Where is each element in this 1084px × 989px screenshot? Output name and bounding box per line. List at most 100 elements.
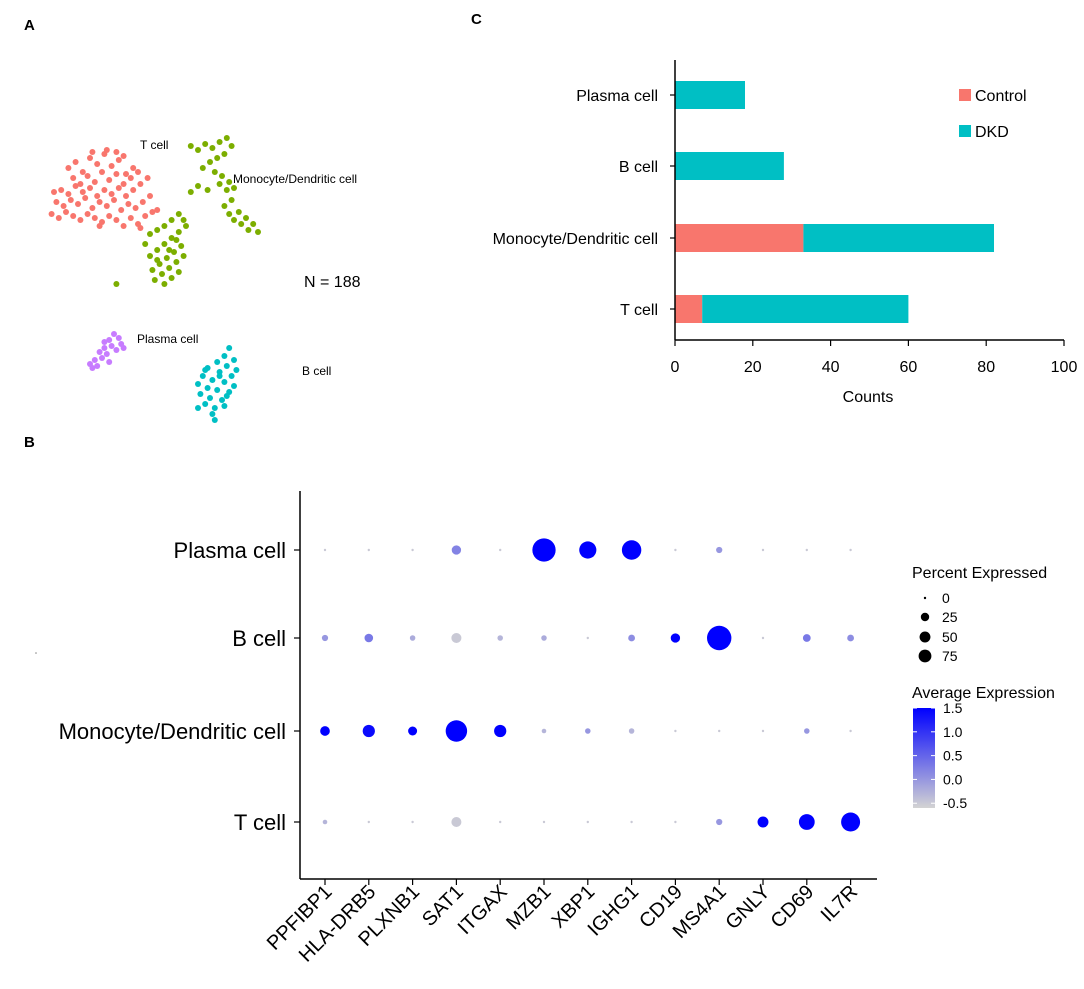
scatter-point-t-cell — [127, 215, 134, 221]
scatter-point-t-cell — [115, 157, 122, 163]
scatter-point-monocyte-dendritic-cell — [216, 139, 223, 145]
scatter-point-t-cell — [91, 179, 98, 185]
scatter-point-monocyte-dendritic-cell — [173, 237, 180, 243]
dot-b-cell-mzb1 — [541, 635, 547, 641]
scatter-point-monocyte-dendritic-cell — [147, 231, 153, 237]
dot-row-label: Monocyte/Dendritic cell — [59, 719, 286, 744]
scatter-point-monocyte-dendritic-cell — [171, 249, 177, 255]
scatter-point-plasma-cell — [94, 363, 101, 369]
scatter-point-t-cell — [91, 215, 98, 221]
dot-monocyte-dendritic-cell-gnly — [761, 729, 765, 733]
scatter-point-monocyte-dendritic-cell — [238, 221, 245, 227]
scatter-point-monocyte-dendritic-cell — [228, 197, 235, 203]
cell-count-bar-chart: Plasma cell B cell Monocyte/Dendritic cell… — [493, 60, 1077, 406]
dot-b-cell-xbp1 — [586, 636, 589, 640]
scatter-point-monocyte-dendritic-cell — [180, 217, 187, 223]
scatter-point-monocyte-dendritic-cell — [147, 253, 153, 259]
scatter-point-monocyte-dendritic-cell — [226, 179, 233, 185]
panel-label-a: A — [24, 17, 35, 34]
dot-row-label: Plasma cell — [174, 538, 286, 563]
dot-t-cell-plxnb1 — [411, 820, 414, 824]
scatter-point-t-cell — [120, 181, 127, 187]
scatter-point-t-cell — [67, 197, 74, 203]
dot-plasma-cell-cd19 — [674, 548, 677, 552]
dot-t-cell-hla-drb5 — [367, 820, 370, 824]
scatter-point-plasma-cell — [103, 351, 110, 357]
scatter-point-b-cell — [223, 363, 230, 369]
bar-dkd-monocyte-dendritic-cell — [803, 224, 994, 252]
scatter-point-monocyte-dendritic-cell — [161, 241, 168, 247]
scatter-point-b-cell — [221, 353, 228, 359]
dot-plasma-cell-itgax — [499, 548, 502, 552]
scatter-point-monocyte-dendritic-cell — [154, 227, 161, 233]
legend-label-control: Control — [975, 88, 1027, 105]
bar-control-monocyte-dendritic-cell — [675, 224, 804, 252]
dot-plasma-cell-ms4a1 — [716, 546, 723, 554]
scatter-point-monocyte-dendritic-cell — [226, 211, 233, 217]
scatter-point-plasma-cell — [101, 345, 108, 351]
scatter-point-monocyte-dendritic-cell — [228, 143, 235, 149]
scatter-point-b-cell — [202, 367, 209, 373]
dot-row-label: T cell — [234, 810, 286, 835]
scatter-point-plasma-cell — [108, 343, 115, 349]
legend-swatch-control — [959, 89, 971, 101]
scatter-point-b-cell — [221, 403, 228, 409]
scatter-point-t-cell — [96, 199, 103, 205]
scatter-point-b-cell — [195, 381, 201, 387]
size-legend-dot — [923, 596, 927, 600]
scatter-point-t-cell — [139, 199, 146, 205]
scatter-point-monocyte-dendritic-cell — [168, 275, 175, 281]
dot-b-cell-ighg1 — [628, 634, 635, 642]
scatter-point-t-cell — [108, 163, 115, 169]
dot-plasma-cell-ppfibp1 — [323, 548, 327, 552]
scatter-point-b-cell — [214, 387, 221, 393]
scatter-point-t-cell — [99, 169, 105, 175]
dot-monocyte-dendritic-cell-itgax — [494, 724, 507, 738]
scatter-point-monocyte-dendritic-cell — [211, 169, 218, 175]
dot-t-cell-sat1 — [451, 816, 462, 828]
color-legend-label: 1.0 — [943, 724, 963, 740]
scatter-point-t-cell — [149, 209, 156, 215]
cluster-label-b-cell: B cell — [302, 364, 331, 378]
scatter-point-t-cell — [130, 187, 137, 193]
scatter-point-monocyte-dendritic-cell — [168, 235, 175, 241]
dot-monocyte-dendritic-cell-cd69 — [804, 728, 810, 734]
scatter-point-t-cell — [65, 165, 72, 171]
scatter-point-monocyte-dendritic-cell — [202, 141, 209, 147]
legend-label-dkd: DKD — [975, 124, 1009, 141]
dot-t-cell-ighg1 — [630, 820, 633, 824]
gene-label: MZB1 — [502, 881, 555, 934]
size-legend-dot — [919, 631, 931, 643]
scatter-point-t-cell — [101, 187, 108, 193]
scatter-point-t-cell — [103, 203, 110, 209]
scatter-point-t-cell — [70, 213, 77, 219]
scatter-point-b-cell — [197, 391, 204, 397]
scatter-point-t-cell — [72, 159, 79, 165]
scatter-point-b-cell — [226, 345, 233, 351]
size-legend-dot — [918, 649, 932, 663]
scatter-point-monocyte-dendritic-cell — [187, 189, 194, 195]
scatter-point-t-cell — [89, 205, 96, 211]
scatter-point-t-cell — [77, 217, 84, 223]
dot-b-cell-sat1 — [451, 632, 462, 644]
dot-b-cell-ms4a1 — [707, 625, 732, 651]
scatter-point-b-cell — [221, 379, 228, 385]
scatter-point-t-cell — [87, 185, 93, 191]
color-legend-label: 0.0 — [943, 771, 963, 787]
scatter-point-b-cell — [202, 401, 209, 407]
bar-category-label: Monocyte/Dendritic cell — [493, 231, 658, 248]
dot-plasma-cell-plxnb1 — [411, 548, 414, 552]
bar-x-tick-label: 60 — [900, 359, 918, 376]
scatter-point-t-cell — [48, 211, 55, 217]
scatter-point-monocyte-dendritic-cell — [163, 255, 170, 261]
scatter-point-t-cell — [75, 201, 81, 207]
scatter-point-monocyte-dendritic-cell — [154, 247, 161, 253]
cluster-label-t-cell: T cell — [140, 138, 168, 152]
dot-t-cell-cd19 — [674, 820, 677, 824]
color-legend: Average Expression 1.5 1.0 0.5 0.0 -0.5 — [912, 685, 1055, 811]
scatter-point-monocyte-dendritic-cell — [199, 165, 206, 171]
scatter-point-t-cell — [154, 207, 161, 213]
scatter-point-t-cell — [123, 193, 129, 199]
scatter-point-plasma-cell — [111, 331, 117, 337]
dot-b-cell-il7r — [847, 634, 854, 642]
